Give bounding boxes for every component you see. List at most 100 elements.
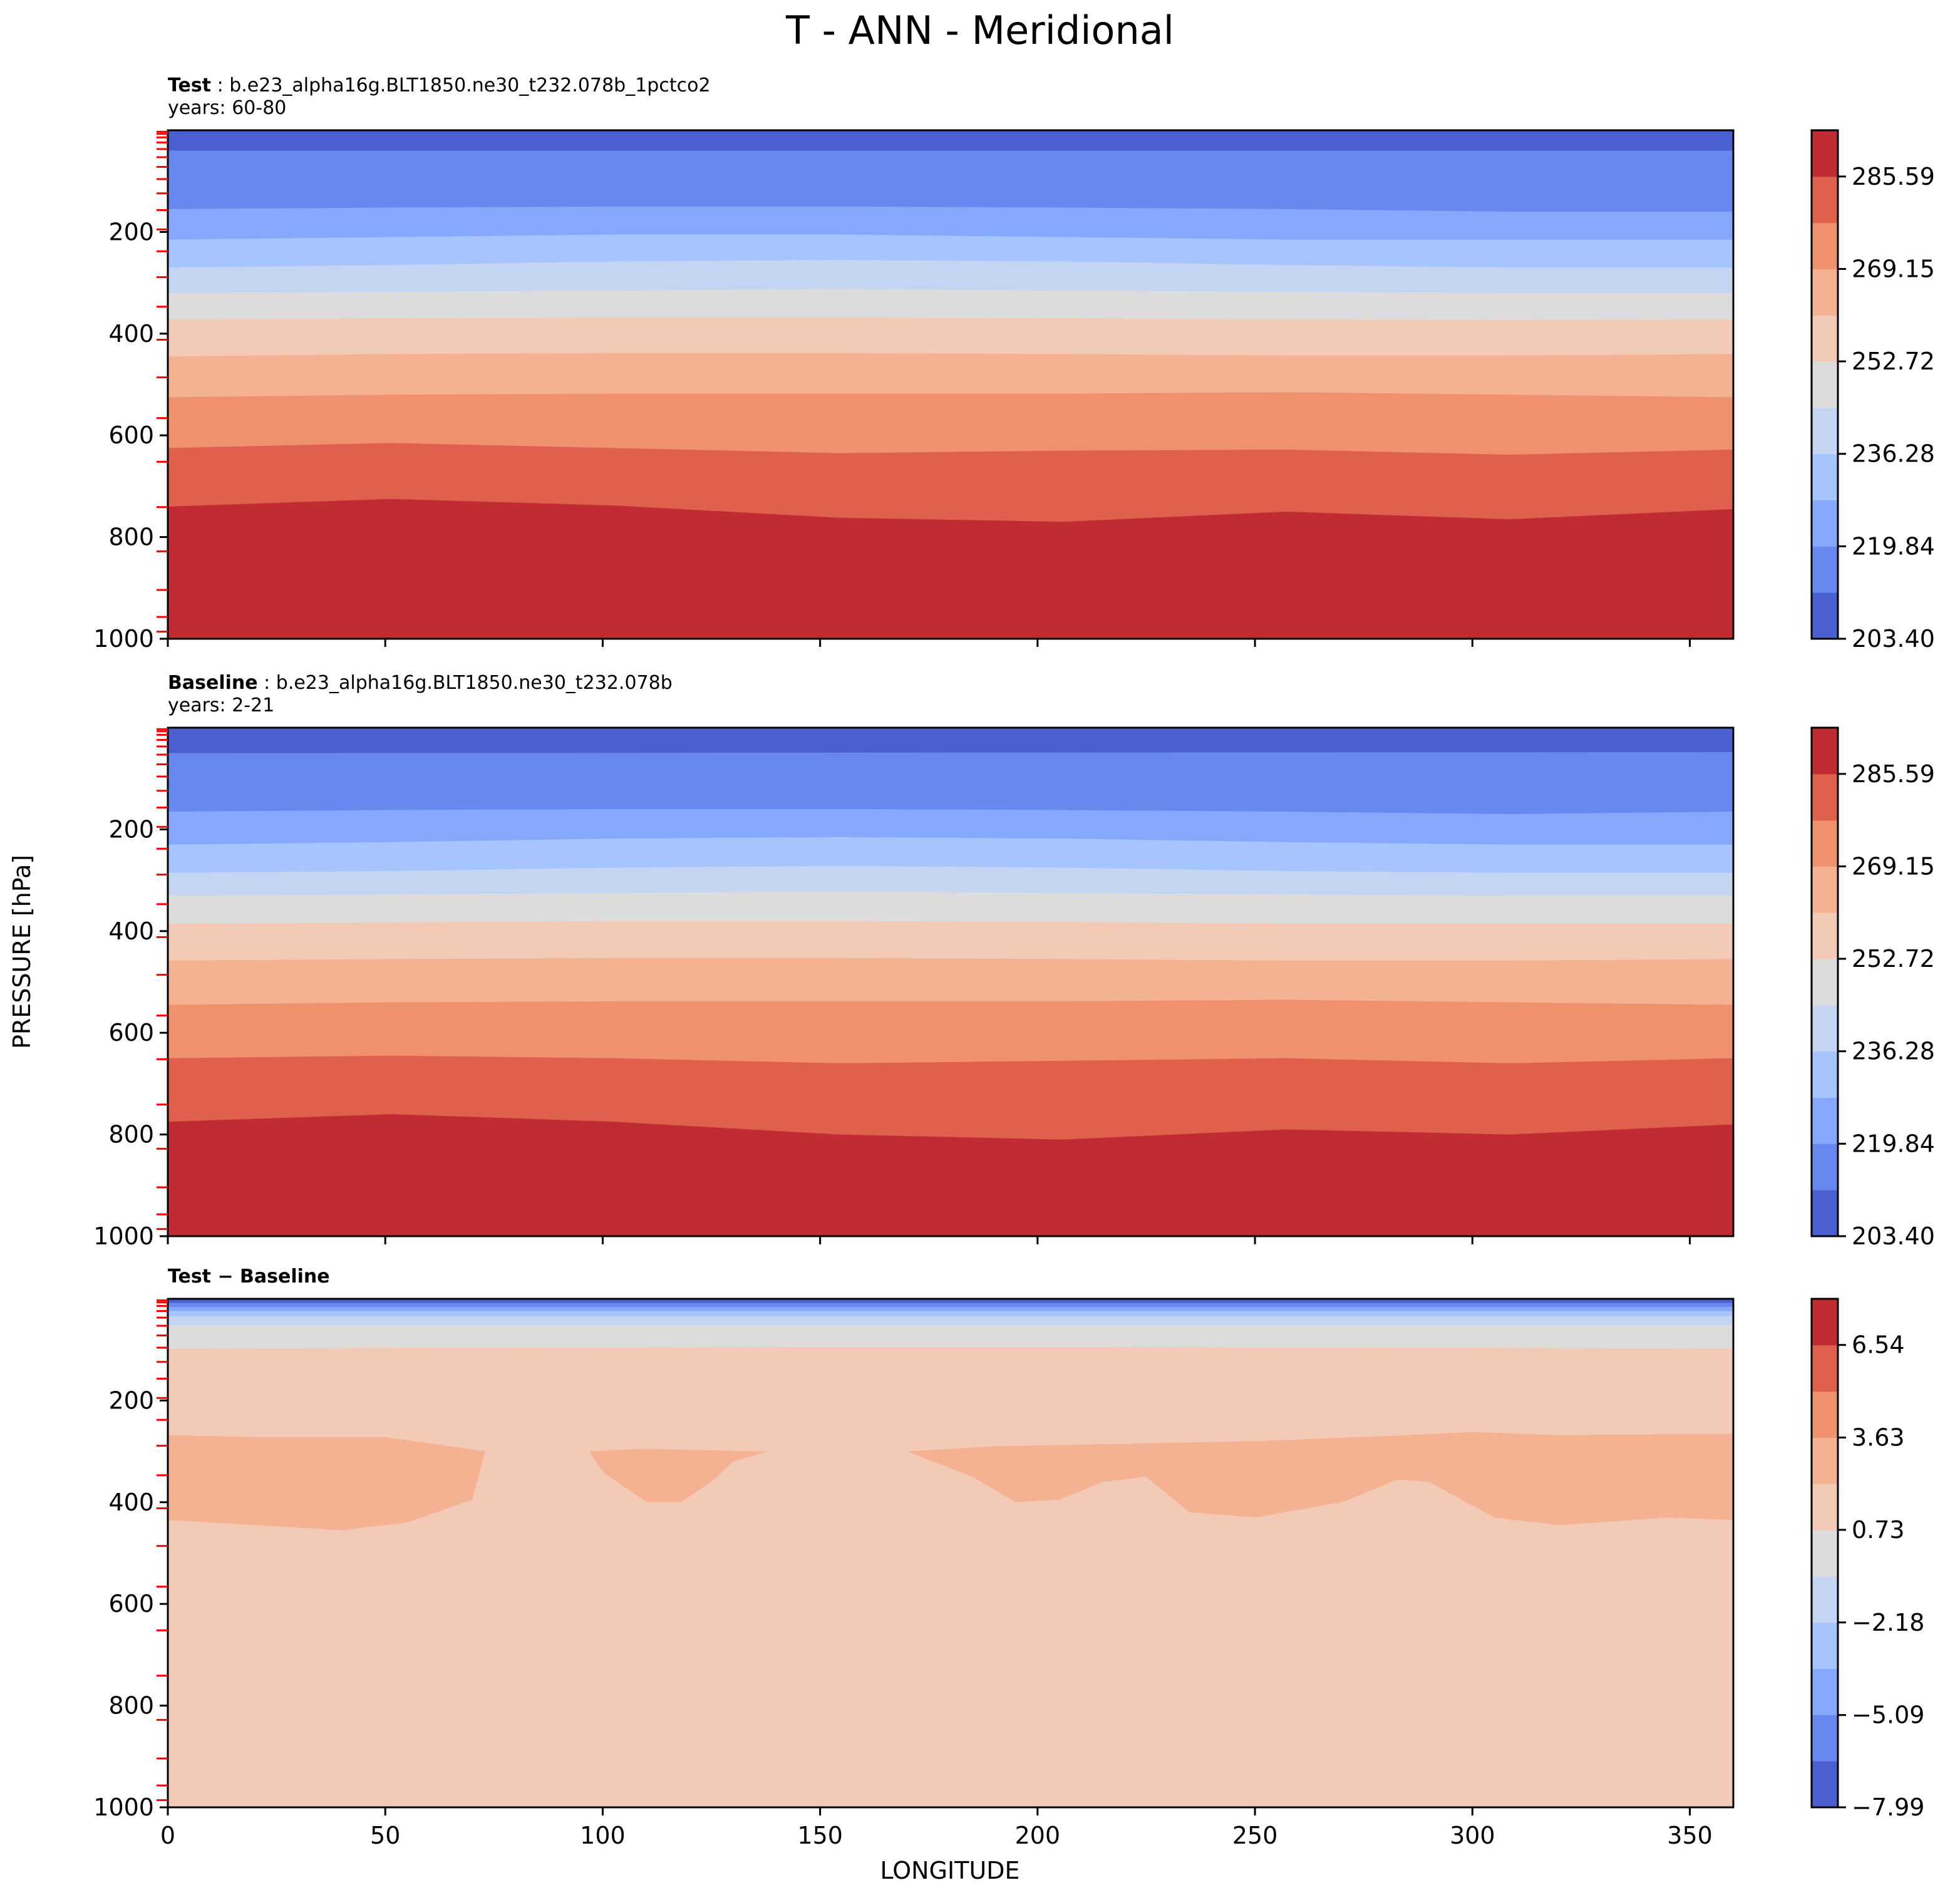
colorbar-band	[1812, 773, 1838, 821]
y-tick-label: 800	[108, 1692, 154, 1720]
y-tick-label: 600	[108, 1590, 154, 1618]
y-tick-label: 800	[108, 1121, 154, 1149]
colorbar-band	[1812, 269, 1838, 316]
colorbar-tick-label: 0.73	[1852, 1516, 1905, 1544]
panel-title-bold: Test − Baseline	[168, 1266, 330, 1288]
colorbar-band	[1812, 912, 1838, 959]
colorbar-band	[1812, 1622, 1838, 1670]
contour-field	[168, 130, 1733, 639]
colorbar-tick-label: 219.84	[1852, 532, 1935, 560]
colorbar-band	[1812, 407, 1838, 455]
colorbar-band	[1812, 1484, 1838, 1531]
panel-title-bold: Baseline	[168, 672, 258, 694]
contour-field	[168, 1299, 1733, 1807]
colorbar-tick-label: 236.28	[1852, 440, 1935, 468]
colorbar-tick-label: 3.63	[1852, 1424, 1905, 1452]
panel-subtitle: years: 60-80	[168, 97, 286, 119]
colorbar: −7.99 −5.09 −2.18 0.73 3.63 6.54	[1810, 1298, 1924, 1821]
panel-title: Baseline : b.e23_alpha16g.BLT1850.ne30_t…	[168, 672, 673, 694]
colorbar-band	[1812, 546, 1838, 593]
colorbar: 203.40 219.84 236.28 252.72 269.15 285.59	[1810, 129, 1935, 653]
colorbar-band	[1812, 1391, 1838, 1438]
colorbar-band	[1812, 1004, 1838, 1052]
y-tick-label: 1000	[93, 1794, 154, 1821]
colorbar-band	[1812, 820, 1838, 867]
contour-band	[168, 728, 1733, 741]
x-tick-label: 200	[1015, 1822, 1061, 1849]
panel-title-bold: Test	[168, 75, 211, 96]
x-tick-label: 250	[1232, 1822, 1278, 1849]
x-tick-label: 350	[1667, 1822, 1713, 1849]
colorbar-tick-label: 269.15	[1852, 255, 1935, 282]
x-tick-label: 100	[580, 1822, 626, 1849]
colorbar-band	[1812, 959, 1838, 1006]
colorbar-band	[1812, 1299, 1838, 1346]
x-axis-label: LONGITUDE	[880, 1857, 1019, 1884]
x-tick-label: 50	[370, 1822, 400, 1849]
panel-baseline: Baseline : b.e23_alpha16g.BLT1850.ne30_t…	[93, 672, 1935, 1250]
axes-frame	[167, 1298, 1735, 1809]
colorbar-band	[1812, 1097, 1838, 1144]
contour-band-warm-patch	[168, 1435, 485, 1531]
colorbar-tick-label: 236.28	[1852, 1038, 1935, 1065]
contour-band	[168, 1299, 1733, 1303]
panels: Test : b.e23_alpha16g.BLT1850.ne30_t232.…	[93, 75, 1935, 1849]
y-tick-label: 400	[108, 1489, 154, 1516]
y-tick-label: 600	[108, 1019, 154, 1046]
colorbar-tick-label: 285.59	[1852, 163, 1935, 190]
contour-band	[168, 130, 1733, 141]
colorbar: 203.40 219.84 236.28 252.72 269.15 285.59	[1810, 726, 1935, 1250]
colorbar-band	[1812, 1715, 1838, 1762]
y-tick-label: 200	[108, 815, 154, 843]
y-tick-label: 200	[108, 1386, 154, 1414]
colorbar-band	[1812, 592, 1838, 639]
figure-title: T - ANN - Meridional	[785, 8, 1174, 53]
colorbar-tick-label: 6.54	[1852, 1331, 1905, 1359]
y-axis-label: PRESSURE [hPa]	[8, 855, 36, 1049]
colorbar-band	[1812, 500, 1838, 547]
y-tick-label: 400	[108, 320, 154, 348]
y-tick-label: 800	[108, 524, 154, 551]
x-tick-label: 150	[797, 1822, 843, 1849]
axes-frame	[167, 726, 1735, 1237]
colorbar-band	[1812, 1530, 1838, 1577]
panel-title-text: : b.e23_alpha16g.BLT1850.ne30_t232.078b_…	[211, 75, 711, 96]
colorbar-band	[1812, 1144, 1838, 1190]
x-tick-label: 300	[1450, 1822, 1495, 1849]
panel-title-text: : b.e23_alpha16g.BLT1850.ne30_t232.078b	[258, 672, 673, 694]
colorbar-tick-label: 203.40	[1852, 625, 1935, 653]
y-tick-label: 600	[108, 421, 154, 449]
colorbar-tick-label: −2.18	[1852, 1609, 1924, 1636]
colorbar-tick-label: −5.09	[1852, 1701, 1924, 1729]
colorbar-tick-label: 203.40	[1852, 1222, 1935, 1250]
colorbar-tick-label: 285.59	[1852, 760, 1935, 788]
panel-test: Test : b.e23_alpha16g.BLT1850.ne30_t232.…	[93, 75, 1935, 653]
colorbar-band	[1812, 866, 1838, 913]
colorbar-tick-label: 219.84	[1852, 1130, 1935, 1157]
colorbar-band	[1812, 728, 1838, 775]
colorbar-band	[1812, 1051, 1838, 1098]
contour-band-base	[168, 1299, 1733, 1807]
colorbar-tick-label: −7.99	[1852, 1794, 1924, 1821]
colorbar-band	[1812, 1437, 1838, 1484]
colorbar-band	[1812, 1345, 1838, 1392]
colorbar-frame	[1810, 726, 1839, 1237]
panel-title: Test : b.e23_alpha16g.BLT1850.ne30_t232.…	[168, 75, 711, 96]
panel-subtitle: years: 2-21	[168, 694, 274, 716]
colorbar-tick-label: 252.72	[1852, 348, 1935, 375]
colorbar-band	[1812, 130, 1838, 177]
colorbar-band	[1812, 1190, 1838, 1237]
y-tick-label: 200	[108, 218, 154, 245]
y-tick-label: 1000	[93, 625, 154, 653]
colorbar-tick-label: 252.72	[1852, 945, 1935, 973]
colorbar-tick-label: 269.15	[1852, 852, 1935, 880]
y-tick-label: 400	[108, 917, 154, 945]
colorbar-frame	[1810, 129, 1839, 640]
colorbar-band	[1812, 315, 1838, 362]
panel-title: Test − Baseline	[168, 1266, 330, 1288]
axes-frame	[167, 129, 1735, 640]
colorbar-band	[1812, 176, 1838, 224]
colorbar-band	[1812, 1761, 1838, 1808]
